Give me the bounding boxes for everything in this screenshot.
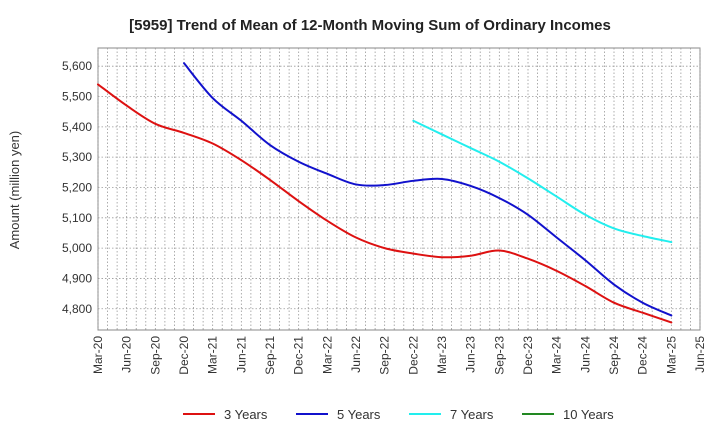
x-tick-label: Sep-24	[607, 336, 621, 375]
x-axis: Mar-20 Jun-20 Sep-20 Dec-20 Mar-21 Jun-21 Sep-…	[91, 336, 707, 375]
y-axis-label: Amount (million yen)	[7, 131, 22, 250]
x-tick-label: Mar-20	[91, 336, 105, 374]
y-tick-label: 4,800	[62, 302, 92, 316]
y-tick-label: 5,300	[62, 150, 92, 164]
y-tick-label: 4,900	[62, 271, 92, 285]
y-tick-label: 5,100	[62, 211, 92, 225]
x-tick-label: Mar-24	[550, 336, 564, 374]
series-line-7-years	[412, 119, 673, 244]
x-tick-label: Jun-22	[349, 336, 363, 373]
legend-label: 3 Years	[224, 407, 268, 422]
x-tick-label: Sep-20	[148, 336, 162, 375]
series-line-5-years	[183, 62, 673, 317]
series-lines	[97, 62, 673, 324]
x-tick-label: Dec-22	[406, 336, 420, 375]
chart-title: [5959] Trend of Mean of 12-Month Moving …	[129, 17, 611, 34]
x-tick-label: Jun-23	[464, 336, 478, 373]
y-tick-label: 5,200	[62, 180, 92, 194]
x-tick-label: Sep-22	[378, 336, 392, 375]
x-tick-label: Dec-24	[636, 336, 650, 375]
x-tick-label: Mar-21	[206, 336, 220, 374]
y-tick-label: 5,400	[62, 120, 92, 134]
legend-label: 7 Years	[450, 407, 494, 422]
x-tick-label: Dec-20	[177, 336, 191, 375]
grid	[97, 48, 701, 330]
x-tick-label: Mar-23	[435, 336, 449, 374]
x-tick-label: Jun-21	[234, 336, 248, 373]
y-axis: 4,800 4,900 5,000 5,100 5,200 5,300 5,400 5,500…	[62, 59, 92, 316]
x-tick-label: Dec-21	[292, 336, 306, 375]
series-line-3-years	[97, 83, 673, 324]
legend-label: 10 Years	[563, 407, 614, 422]
x-tick-label: Mar-25	[664, 336, 678, 374]
y-tick-label: 5,500	[62, 90, 92, 104]
plot-area	[97, 47, 701, 331]
x-tick-label: Dec-23	[521, 336, 535, 375]
legend-label: 5 Years	[337, 407, 381, 422]
y-tick-label: 5,600	[62, 59, 92, 73]
x-tick-label: Jun-24	[578, 336, 592, 373]
x-tick-label: Sep-23	[492, 336, 506, 375]
legend: 3 Years 5 Years 7 Years 10 Years	[183, 407, 614, 422]
y-tick-label: 5,000	[62, 241, 92, 255]
x-tick-label: Jun-20	[120, 336, 134, 373]
x-tick-label: Mar-22	[320, 336, 334, 374]
x-tick-label: Jun-25	[693, 336, 707, 373]
x-tick-label: Sep-21	[263, 336, 277, 375]
